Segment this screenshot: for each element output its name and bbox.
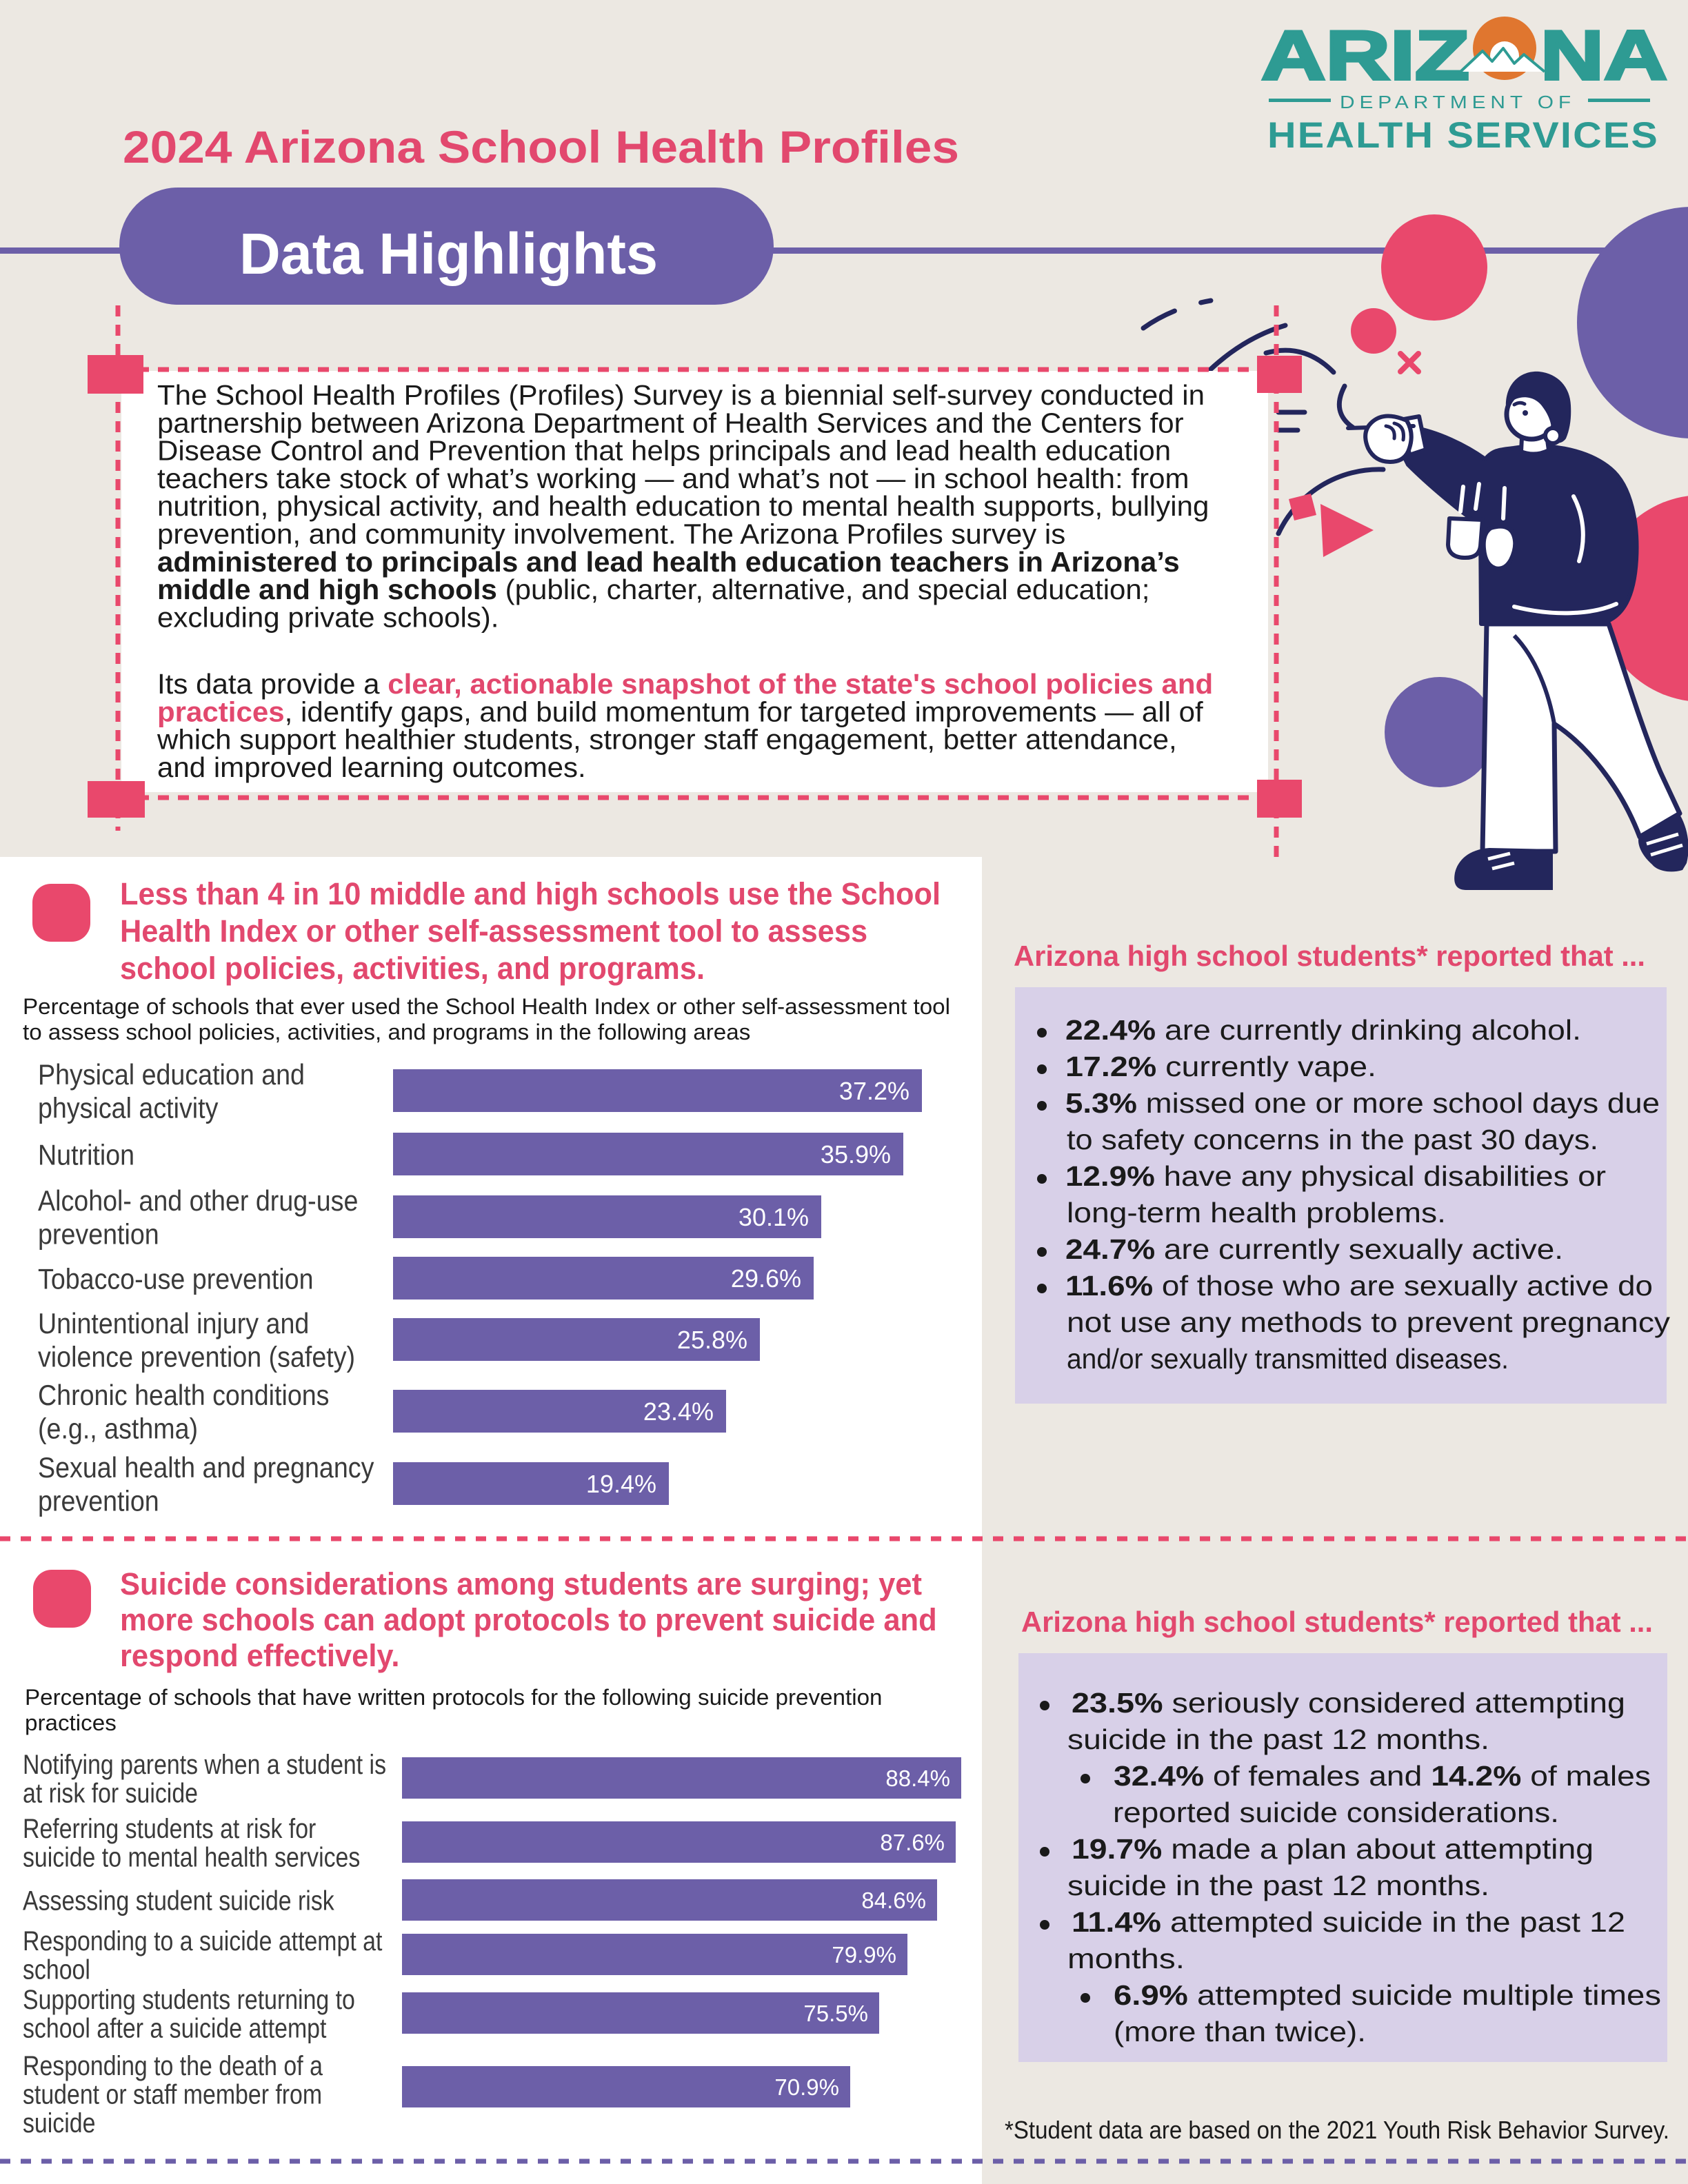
svg-text:school policies, activities, a: school policies, activities, and program…	[120, 951, 705, 986]
svg-text:(e.g., asthma): (e.g., asthma)	[38, 1413, 198, 1445]
svg-text:19.7% made a plan about attemp: 19.7% made a plan about attempting	[1072, 1833, 1594, 1865]
svg-text:to assess school policies, act: to assess school policies, activities, a…	[23, 1020, 750, 1044]
svg-text:more schools can adopt protoco: more schools can adopt protocols to prev…	[120, 1602, 937, 1637]
svg-text:75.5%: 75.5%	[803, 2001, 868, 2026]
svg-text:NA: NA	[1540, 17, 1667, 94]
svg-text:19.4%: 19.4%	[586, 1470, 656, 1498]
svg-text:administered to principals and: administered to principals and lead heal…	[157, 546, 1180, 578]
svg-text:respond effectively.: respond effectively.	[120, 1638, 400, 1673]
svg-text:Physical education and: Physical education and	[38, 1058, 305, 1091]
svg-text:84.6%: 84.6%	[861, 1888, 926, 1913]
svg-text:Data Highlights: Data Highlights	[239, 221, 658, 286]
svg-text:teachers take stock of what’s: teachers take stock of what’s working — …	[157, 463, 1189, 494]
svg-text:Its data provide a clear, acti: Its data provide a clear, actionable sna…	[157, 668, 1213, 700]
svg-text:DEPARTMENT OF: DEPARTMENT OF	[1340, 92, 1576, 112]
svg-text:prevention, and community invo: prevention, and community involvement. T…	[157, 518, 1065, 550]
svg-text:school after a suicide attempt: school after a suicide attempt	[23, 2013, 326, 2043]
svg-text:Responding to a suicide attemp: Responding to a suicide attempt at	[23, 1926, 382, 1957]
svg-text:The School Health Profiles (Pr: The School Health Profiles (Profiles) Su…	[157, 379, 1205, 411]
svg-text:prevention: prevention	[38, 1218, 159, 1251]
svg-text:12.9% have any physical disabi: 12.9% have any physical disabilities or	[1065, 1160, 1606, 1192]
svg-text:Arizona high school students*: Arizona high school students* reported t…	[1014, 940, 1645, 972]
svg-text:partnership between Arizona De: partnership between Arizona Department o…	[157, 407, 1184, 438]
svg-text:Suicide considerations among s: Suicide considerations among students ar…	[120, 1566, 922, 1601]
svg-text:long-term health problems.: long-term health problems.	[1067, 1197, 1446, 1228]
svg-text:Alcohol- and other drug-use: Alcohol- and other drug-use	[38, 1184, 358, 1217]
svg-text:Disease Control and Prevention: Disease Control and Prevention that help…	[157, 435, 1171, 467]
svg-text:nutrition, physical activity,: nutrition, physical activity, and health…	[157, 490, 1209, 522]
svg-text:reported suicide consideration: reported suicide considerations.	[1113, 1797, 1559, 1828]
svg-text:Referring students at risk for: Referring students at risk for	[23, 1814, 316, 1844]
svg-text:23.5% seriously considered att: 23.5% seriously considered attempting	[1072, 1687, 1625, 1719]
svg-text:violence prevention (safety): violence prevention (safety)	[38, 1341, 355, 1373]
svg-text:70.9%: 70.9%	[774, 2074, 839, 2100]
svg-text:Arizona high school students*: Arizona high school students* reported t…	[1021, 1606, 1653, 1638]
svg-text:87.6%: 87.6%	[880, 1830, 945, 1855]
svg-text:37.2%: 37.2%	[839, 1077, 910, 1105]
svg-text:Sexual health and pregnancy: Sexual health and pregnancy	[38, 1451, 374, 1484]
svg-text:Chronic health conditions: Chronic health conditions	[38, 1379, 330, 1411]
svg-text:5.3% missed one or more school: 5.3% missed one or more school days due	[1065, 1087, 1660, 1119]
svg-text:11.4% attempted suicide in the: 11.4% attempted suicide in the past 12	[1072, 1906, 1625, 1938]
svg-text:suicide: suicide	[23, 2108, 95, 2138]
svg-text:6.9% attempted suicide multipl: 6.9% attempted suicide multiple times	[1114, 1979, 1661, 2011]
svg-text:88.4%: 88.4%	[885, 1766, 950, 1791]
svg-text:middle and high schools (publi: middle and high schools (public, charter…	[157, 574, 1150, 605]
svg-text:school: school	[23, 1954, 90, 1985]
svg-text:30.1%: 30.1%	[738, 1203, 809, 1231]
svg-text:Percentage of schools that hav: Percentage of schools that have written …	[25, 1685, 883, 1710]
svg-text:2024 Arizona School Health Pro: 2024 Arizona School Health Profiles	[123, 121, 959, 172]
svg-text:and improved learning outcomes: and improved learning outcomes.	[157, 751, 586, 783]
svg-text:which support healthier studen: which support healthier students, strong…	[157, 724, 1177, 756]
svg-text:and/or sexually transmitted di: and/or sexually transmitted diseases.	[1067, 1343, 1509, 1375]
svg-text:prevention: prevention	[38, 1485, 159, 1517]
svg-text:17.2% currently vape.: 17.2% currently vape.	[1065, 1051, 1376, 1082]
svg-text:Less than 4 in 10 middle and h: Less than 4 in 10 middle and high school…	[120, 876, 941, 911]
svg-text:Tobacco-use prevention: Tobacco-use prevention	[38, 1262, 314, 1295]
svg-text:25.8%: 25.8%	[677, 1326, 747, 1354]
svg-text:physical activity: physical activity	[38, 1092, 218, 1124]
svg-text:22.4% are currently drinking a: 22.4% are currently drinking alcohol.	[1065, 1014, 1581, 1046]
svg-text:32.4% of females and 14.2% of: 32.4% of females and 14.2% of males	[1114, 1760, 1651, 1792]
svg-text:at risk for suicide: at risk for suicide	[23, 1778, 198, 1808]
svg-text:practices, identify gaps, and: practices, identify gaps, and build mome…	[157, 696, 1203, 727]
svg-text:suicide to mental health servi: suicide to mental health services	[23, 1842, 360, 1872]
svg-text:79.9%: 79.9%	[832, 1942, 896, 1968]
svg-text:student or staff member from: student or staff member from	[23, 2080, 322, 2110]
svg-text:practices: practices	[25, 1710, 117, 1735]
svg-text:suicide in the past 12 months.: suicide in the past 12 months.	[1067, 1870, 1489, 1901]
svg-text:Health Index or other self-ass: Health Index or other self-assessment to…	[120, 913, 867, 949]
svg-text:Unintentional injury and: Unintentional injury and	[38, 1307, 309, 1339]
svg-text:Notifying parents when a stude: Notifying parents when a student is	[23, 1750, 386, 1780]
svg-text:excluding private schools).: excluding private schools).	[157, 601, 499, 633]
svg-text:months.: months.	[1067, 1943, 1185, 1974]
svg-text:to safety concerns in the past: to safety concerns in the past 30 days.	[1067, 1124, 1598, 1155]
svg-text:ARIZ: ARIZ	[1261, 17, 1469, 94]
svg-text:Nutrition: Nutrition	[38, 1138, 134, 1171]
svg-text:11.6% of those who are sexuall: 11.6% of those who are sexually active d…	[1065, 1270, 1653, 1302]
svg-text:23.4%: 23.4%	[643, 1397, 714, 1426]
svg-text:29.6%: 29.6%	[731, 1264, 801, 1293]
svg-text:35.9%: 35.9%	[821, 1140, 891, 1169]
svg-text:(more than twice).: (more than twice).	[1114, 2016, 1366, 2048]
svg-text:Percentage of schools that eve: Percentage of schools that ever used the…	[23, 994, 950, 1019]
svg-text:not use any methods to prevent: not use any methods to prevent pregnancy	[1067, 1306, 1671, 1338]
svg-text:*Student data are based on the: *Student data are based on the 2021 Yout…	[1005, 2116, 1669, 2144]
svg-text:Supporting students returning: Supporting students returning to	[23, 1985, 355, 2015]
svg-text:suicide in the past 12 months.: suicide in the past 12 months.	[1067, 1723, 1489, 1755]
svg-text:24.7% are currently sexually a: 24.7% are currently sexually active.	[1065, 1233, 1563, 1265]
svg-text:Responding to the death of a: Responding to the death of a	[23, 2051, 323, 2081]
svg-text:HEALTH SERVICES: HEALTH SERVICES	[1267, 115, 1659, 156]
svg-text:Assessing student suicide risk: Assessing student suicide risk	[23, 1886, 335, 1917]
